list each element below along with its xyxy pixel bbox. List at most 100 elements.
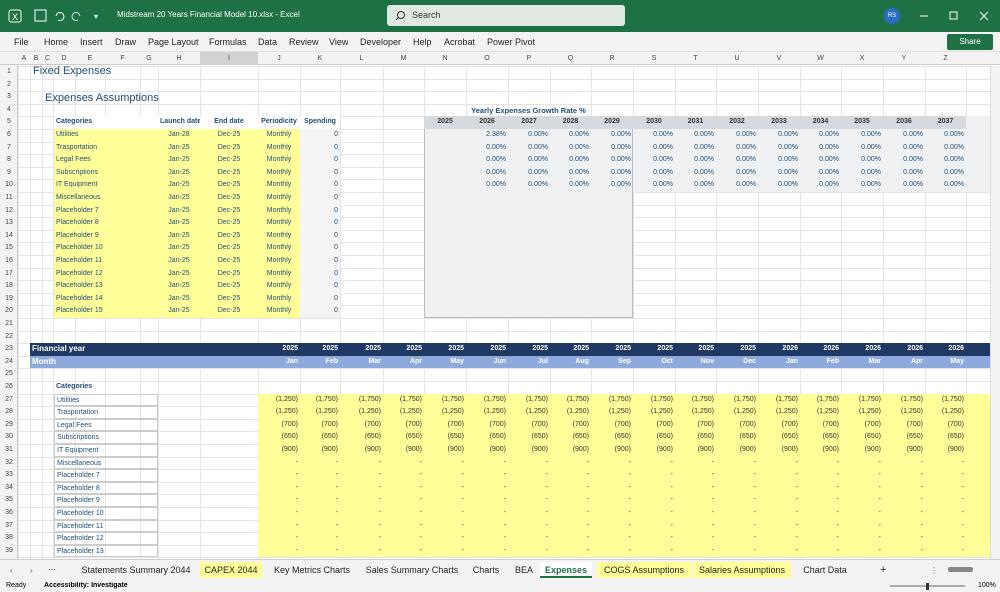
zoom-slider[interactable]	[880, 582, 970, 591]
expense-cell: -	[378, 534, 381, 542]
column-header: O	[484, 55, 490, 62]
assumptions-cell: Dec-25	[200, 217, 258, 230]
assumptions-header: Spending	[300, 116, 340, 129]
col-line	[633, 66, 634, 559]
expense-cell: (700)	[489, 420, 506, 428]
accessibility-status[interactable]: Accessibility: Investigate	[44, 582, 128, 589]
expense-cell: -	[503, 546, 506, 554]
svg-text:X: X	[12, 12, 18, 22]
growth-cell: 0.00%	[819, 181, 839, 189]
expense-cell: (650)	[906, 433, 923, 441]
expense-cell: -	[878, 483, 881, 491]
assumptions-cell: Monthly	[258, 305, 300, 318]
sheet-tab[interactable]: Chart Data	[803, 565, 847, 575]
expense-cell: (1,750)	[941, 395, 964, 403]
sheet-tab[interactable]: COGS Assumptions	[597, 562, 691, 578]
title-bar: X ▾ Midstream 20 Years Financial Model 1…	[0, 0, 1000, 32]
growth-cell: 0.00%	[861, 168, 881, 176]
assumptions-cell: Monthly	[258, 267, 300, 281]
expense-cell: (900)	[864, 446, 881, 453]
ribbon-tab[interactable]: Page Layout	[148, 37, 199, 47]
ribbon-tab[interactable]: Data	[258, 37, 278, 47]
year-cell: 2026	[823, 345, 839, 353]
row-header: 12	[5, 206, 13, 214]
expense-cell: (700)	[572, 420, 589, 428]
column-header: V	[776, 55, 782, 62]
expense-cell: (700)	[531, 420, 548, 428]
sheet-tab[interactable]: Salaries Assumptions	[693, 562, 791, 578]
sheet-tab[interactable]: Key Metrics Charts	[273, 565, 351, 575]
sheet-tab[interactable]: Expenses	[540, 562, 592, 578]
month-cell: Feb	[325, 357, 338, 365]
row-header: 32	[5, 458, 13, 466]
expense-cell: -	[711, 509, 714, 516]
ribbon-tab[interactable]: Insert	[80, 37, 103, 47]
expense-cell: -	[753, 534, 756, 542]
ribbon-tab[interactable]: File	[14, 37, 29, 47]
assumptions-cell: Placeholder 9	[54, 229, 158, 243]
growth-area	[633, 116, 990, 192]
growth-cell: 0.00%	[944, 181, 964, 189]
growth-year: 2032	[716, 116, 758, 129]
expense-cell: -	[961, 509, 964, 516]
ribbon-tab[interactable]: Home	[44, 37, 69, 47]
expense-cell: -	[628, 496, 631, 504]
expense-cell: (900)	[614, 446, 631, 453]
svg-text:▾: ▾	[94, 12, 98, 21]
share-button[interactable]: Share	[947, 34, 993, 50]
growth-cell: 0.00%	[486, 143, 506, 151]
ribbon-tab[interactable]: Formulas	[209, 37, 247, 47]
expense-cell: (1,750)	[733, 395, 756, 403]
expense-cell: (900)	[739, 446, 756, 453]
growth-cell: 0.00%	[694, 143, 714, 151]
assumptions-cell: Dec-25	[200, 166, 258, 180]
sheet-tab[interactable]: CAPEX 2044	[200, 562, 262, 578]
growth-cell: 0.00%	[736, 143, 756, 151]
expense-cell: -	[461, 471, 464, 479]
expense-cell: -	[795, 458, 798, 466]
user-avatar[interactable]: RS	[884, 8, 900, 24]
search-box[interactable]: Search	[387, 5, 625, 26]
expense-cell: -	[461, 509, 464, 516]
expense-cell: -	[711, 534, 714, 542]
assumptions-cell: Monthly	[258, 229, 300, 243]
ribbon-tab[interactable]: Developer	[360, 37, 402, 47]
expense-cell: -	[753, 546, 756, 554]
expense-cell: -	[419, 458, 422, 466]
col-line	[675, 66, 676, 559]
ribbon-tab[interactable]: Acrobat	[444, 37, 476, 47]
growth-cell: 0.00%	[736, 131, 756, 138]
growth-cell: 0.00%	[486, 181, 506, 189]
column-header: K	[317, 55, 323, 62]
assumptions-header: Categories	[54, 116, 158, 129]
assumptions-cell: Placeholder 15	[54, 305, 158, 318]
category-name: Legal Fees	[54, 418, 158, 432]
expense-cell: -	[670, 521, 673, 529]
sheet-tab[interactable]: Sales Summary Charts	[365, 565, 459, 575]
year-cell: 2025	[448, 345, 464, 353]
ribbon-tab[interactable]: Help	[413, 37, 432, 47]
row-header: 19	[5, 294, 13, 302]
ribbon-tab[interactable]: Power Pivot	[487, 37, 536, 47]
growth-year: 2027	[508, 116, 550, 129]
sheet-tab[interactable]: Statements Summary 2044	[81, 565, 191, 575]
year-label: Financial year	[32, 344, 86, 354]
ribbon-tab[interactable]: View	[329, 37, 349, 47]
expense-cell: (900)	[281, 446, 298, 453]
ribbon-tabs: File Home Insert Draw Page Layout Formulas Dat…	[0, 32, 1000, 52]
sheet-tab[interactable]: Charts	[472, 565, 500, 575]
expense-cell: (1,750)	[358, 395, 381, 403]
tab-nav[interactable]: ‹ › ···	[8, 565, 68, 575]
ribbon-tab[interactable]: Draw	[115, 37, 137, 47]
growth-cell: 0.00%	[486, 168, 506, 176]
row-header: 5	[7, 118, 11, 126]
ribbon-tab[interactable]: Review	[289, 37, 319, 47]
col-line	[800, 66, 801, 559]
row-header: 25	[5, 370, 13, 378]
month-cell: Oct	[661, 357, 673, 365]
sheet-tab[interactable]: BEA	[514, 565, 533, 575]
expense-cell: (700)	[906, 420, 923, 428]
month-cell: Jun	[493, 357, 506, 365]
expense-cell: (650)	[739, 433, 756, 441]
expense-cell: -	[335, 509, 338, 516]
